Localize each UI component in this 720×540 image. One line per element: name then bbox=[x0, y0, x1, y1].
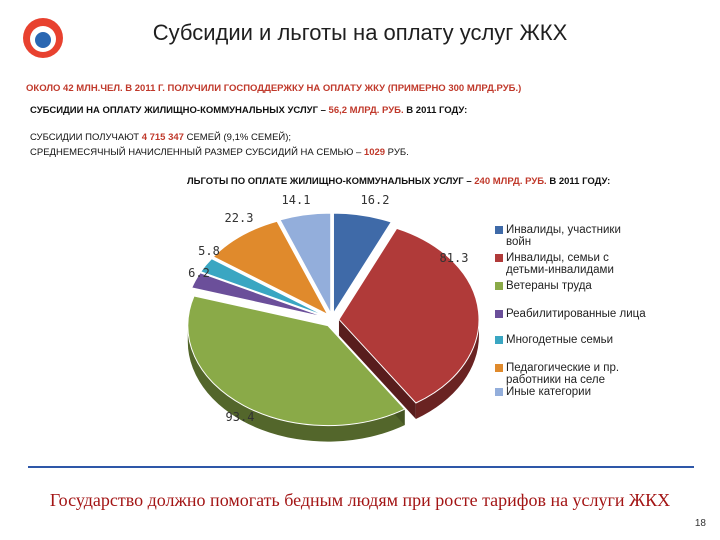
legend-label: Инвалиды, семьи с детьми-инвалидами bbox=[506, 252, 614, 276]
data-label: 16.2 bbox=[361, 193, 390, 207]
pie-slice-6 bbox=[212, 220, 329, 316]
page-number: 18 bbox=[694, 518, 706, 529]
summary-line: ОКОЛО 42 МЛН.ЧЕЛ. В 2011 Г. ПОЛУЧИЛИ ГОС… bbox=[26, 83, 522, 94]
data-label: 22.3 bbox=[225, 211, 254, 225]
data-label: 81.3 bbox=[440, 251, 469, 265]
pie-slice-7 bbox=[279, 212, 332, 314]
data-label: 5.8 bbox=[198, 244, 220, 258]
average-subsidy-line: СРЕДНЕМЕСЯЧНЫЙ НАЧИСЛЕННЫЙ РАЗМЕР СУБСИД… bbox=[30, 147, 409, 158]
divider bbox=[28, 466, 694, 468]
pie-slice-2 bbox=[338, 227, 480, 404]
legend-label: Педагогические и пр. работники на селе bbox=[506, 362, 620, 386]
legend-swatch bbox=[495, 254, 503, 262]
legend-swatch bbox=[495, 226, 503, 234]
footer-text: Государство должно помогать бедным людям… bbox=[49, 490, 671, 510]
pie-slice-4 bbox=[191, 272, 326, 318]
pie-slice-1 bbox=[332, 212, 393, 315]
legend-swatch bbox=[495, 282, 503, 290]
data-label: 93.4 bbox=[226, 410, 255, 424]
legend-swatch bbox=[495, 388, 503, 396]
pie-slice-3 bbox=[187, 295, 406, 427]
pie-slice-side bbox=[187, 325, 405, 442]
legend-label: Реабилитированные лица bbox=[506, 308, 646, 320]
pie-slice-5 bbox=[199, 258, 327, 317]
legend-label: Ветераны труда bbox=[506, 280, 592, 292]
legend-swatch bbox=[495, 310, 503, 318]
logo-icon bbox=[23, 18, 63, 58]
page-title: Субсидии и льготы на оплату услуг ЖКХ bbox=[152, 20, 568, 45]
legend-swatch bbox=[495, 364, 503, 372]
legend-label: Инвалиды, участники войн bbox=[506, 224, 621, 248]
pie-slice-side bbox=[415, 319, 479, 420]
benefits-line: ЛЬГОТЫ ПО ОПЛАТЕ ЖИЛИЩНО-КОММУНАЛЬНЫХ УС… bbox=[187, 176, 611, 187]
families-line: СУБСИДИИ ПОЛУЧАЮТ 4 715 347 СЕМЕЙ (9,1% … bbox=[30, 132, 292, 143]
data-label: 14.1 bbox=[282, 193, 311, 207]
pie-slice-wall bbox=[338, 319, 416, 420]
legend-swatch bbox=[495, 336, 503, 344]
legend-label: Многодетные семьи bbox=[506, 334, 614, 346]
data-label: 6.2 bbox=[188, 266, 210, 280]
legend-label: Иные категории bbox=[506, 386, 592, 398]
subsidy-line: СУБСИДИИ НА ОПЛАТУ ЖИЛИЩНО-КОММУНАЛЬНЫХ … bbox=[30, 105, 468, 116]
